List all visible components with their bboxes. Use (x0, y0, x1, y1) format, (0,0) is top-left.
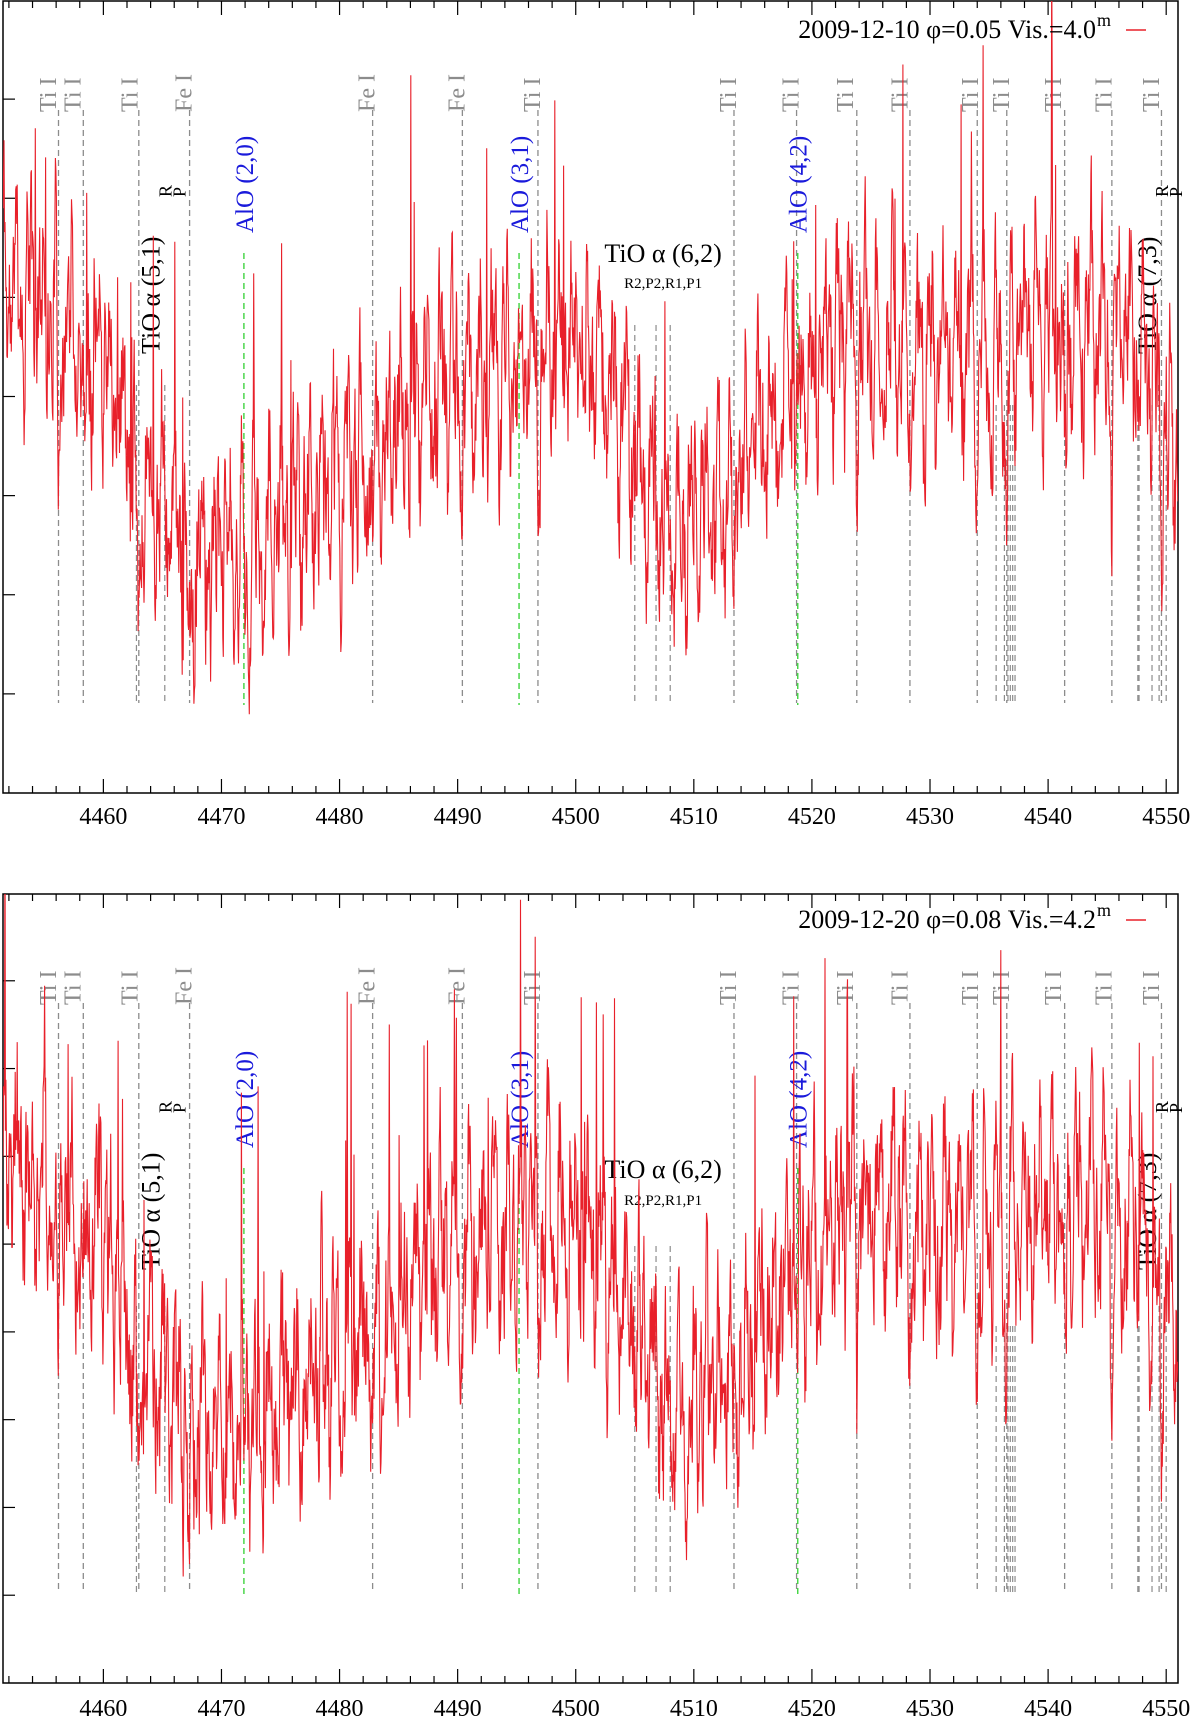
atomic-line-label: Ti I (989, 971, 1015, 1005)
tio-branch-letter: P (1166, 187, 1186, 197)
tio-band-label: TiO α (5,1) (136, 237, 165, 354)
x-tick-label: 4460 (79, 1696, 127, 1722)
atomic-line-label: Fe I (444, 74, 470, 112)
atomic-line-label: Ti I (61, 78, 87, 112)
atomic-line-label: Ti I (61, 971, 87, 1005)
x-tick-label: 4520 (788, 804, 836, 830)
atomic-line-label: Ti I (887, 78, 913, 112)
x-tick-label: 4550 (1142, 804, 1190, 830)
atomic-line-label: Ti I (1139, 78, 1165, 112)
alo-band-label: AlO (4,2) (786, 1051, 813, 1148)
atomic-line-label: Fe I (355, 967, 381, 1005)
alo-band-label: AlO (2,0) (232, 136, 259, 233)
spectrum-panel-top: 4460 4470 4480 4490 4500 4510 4520 4530 4540 4550… (2, 0, 1190, 830)
x-tick-label: 4530 (906, 804, 954, 830)
spectrum-panel-bottom: 4460 4470 4480 4490 4500 4510 4520 4530 4540 4550… (2, 893, 1190, 1722)
x-tick-label: 4540 (1024, 1696, 1072, 1722)
x-tick-label: 4500 (552, 804, 600, 830)
spectrum-line (3, 894, 1178, 1577)
alo-band-label: AlO (3,1) (507, 136, 534, 233)
atomic-line-label: Ti I (833, 78, 859, 112)
x-tick-label: 4480 (316, 1696, 364, 1722)
atomic-line-label: Ti I (1041, 78, 1067, 112)
atomic-line-label: Ti I (1092, 78, 1118, 112)
atomic-line-label: Ti I (117, 78, 143, 112)
atomic-line-label: Ti I (1092, 971, 1118, 1005)
tio-branch-letter: P (169, 1103, 189, 1113)
atomic-line-label: Fe I (444, 967, 470, 1005)
atomic-line-label: Ti I (1041, 971, 1067, 1005)
atomic-line-label: Ti I (716, 78, 742, 112)
atomic-line-label: Ti I (1139, 971, 1165, 1005)
x-tick-label: 4530 (906, 1696, 954, 1722)
x-tick-label: 4480 (316, 804, 364, 830)
tio-branch-letter: R (155, 185, 175, 197)
legend-superscript: m (1097, 10, 1111, 30)
atomic-line-label: Ti I (36, 78, 62, 112)
tio-62-label: TiO α (6,2) (604, 1155, 721, 1184)
atomic-line-label: Ti I (520, 971, 546, 1005)
tio-branch-letter: R (1152, 185, 1172, 197)
x-tick-label: 4460 (79, 804, 127, 830)
x-tick-label: 4510 (670, 1696, 718, 1722)
x-tick-label: 4540 (1024, 804, 1072, 830)
atomic-line-label: Ti I (989, 78, 1015, 112)
x-tick-label: 4520 (788, 1696, 836, 1722)
plot-frame (2, 893, 1179, 1684)
alo-band-label: AlO (4,2) (786, 136, 813, 233)
x-tick-label: 4470 (197, 804, 245, 830)
atomic-line-label: Ti I (958, 971, 984, 1005)
atomic-line-label: Ti I (520, 78, 546, 112)
atomic-line-label: Ti I (117, 971, 143, 1005)
x-tick-label: 4510 (670, 804, 718, 830)
atomic-line-label: Ti I (36, 971, 62, 1005)
atomic-line-label: Fe I (172, 74, 198, 112)
legend-superscript: m (1097, 900, 1111, 920)
tio-branch-letter: R (155, 1101, 175, 1113)
atomic-line-label: Ti I (779, 78, 805, 112)
atomic-line-label: Fe I (355, 74, 381, 112)
atomic-line-label: Ti I (833, 971, 859, 1005)
x-tick-label: 4500 (552, 1696, 600, 1722)
atomic-line-label: Ti I (887, 971, 913, 1005)
x-tick-label: 4470 (197, 1696, 245, 1722)
spectrum-line (3, 1, 1178, 715)
tio-62-branches: R2,P2,R1,P1 (624, 1193, 702, 1209)
x-tick-label: 4490 (434, 804, 482, 830)
atomic-line-label: Ti I (958, 78, 984, 112)
tio-branch-letter: P (169, 187, 189, 197)
tio-band-label: TiO α (7,3) (1133, 1153, 1162, 1270)
tio-branch-letter: P (1166, 1103, 1186, 1113)
tio-branch-letter: R (1152, 1101, 1172, 1113)
alo-band-label: AlO (2,0) (232, 1051, 259, 1148)
legend-label: 2009-12-10 φ=0.05 Vis.=4.0 (798, 15, 1096, 44)
tio-62-label: TiO α (6,2) (604, 239, 721, 268)
atomic-line-label: Ti I (779, 971, 805, 1005)
tio-62-branches: R2,P2,R1,P1 (624, 276, 702, 292)
legend-label: 2009-12-20 φ=0.08 Vis.=4.2 (798, 905, 1096, 934)
atomic-line-label: Ti I (716, 971, 742, 1005)
atomic-line-label: Fe I (172, 967, 198, 1005)
tio-band-label: TiO α (5,1) (136, 1153, 165, 1270)
x-tick-label: 4490 (434, 1696, 482, 1722)
x-tick-label: 4550 (1142, 1696, 1190, 1722)
